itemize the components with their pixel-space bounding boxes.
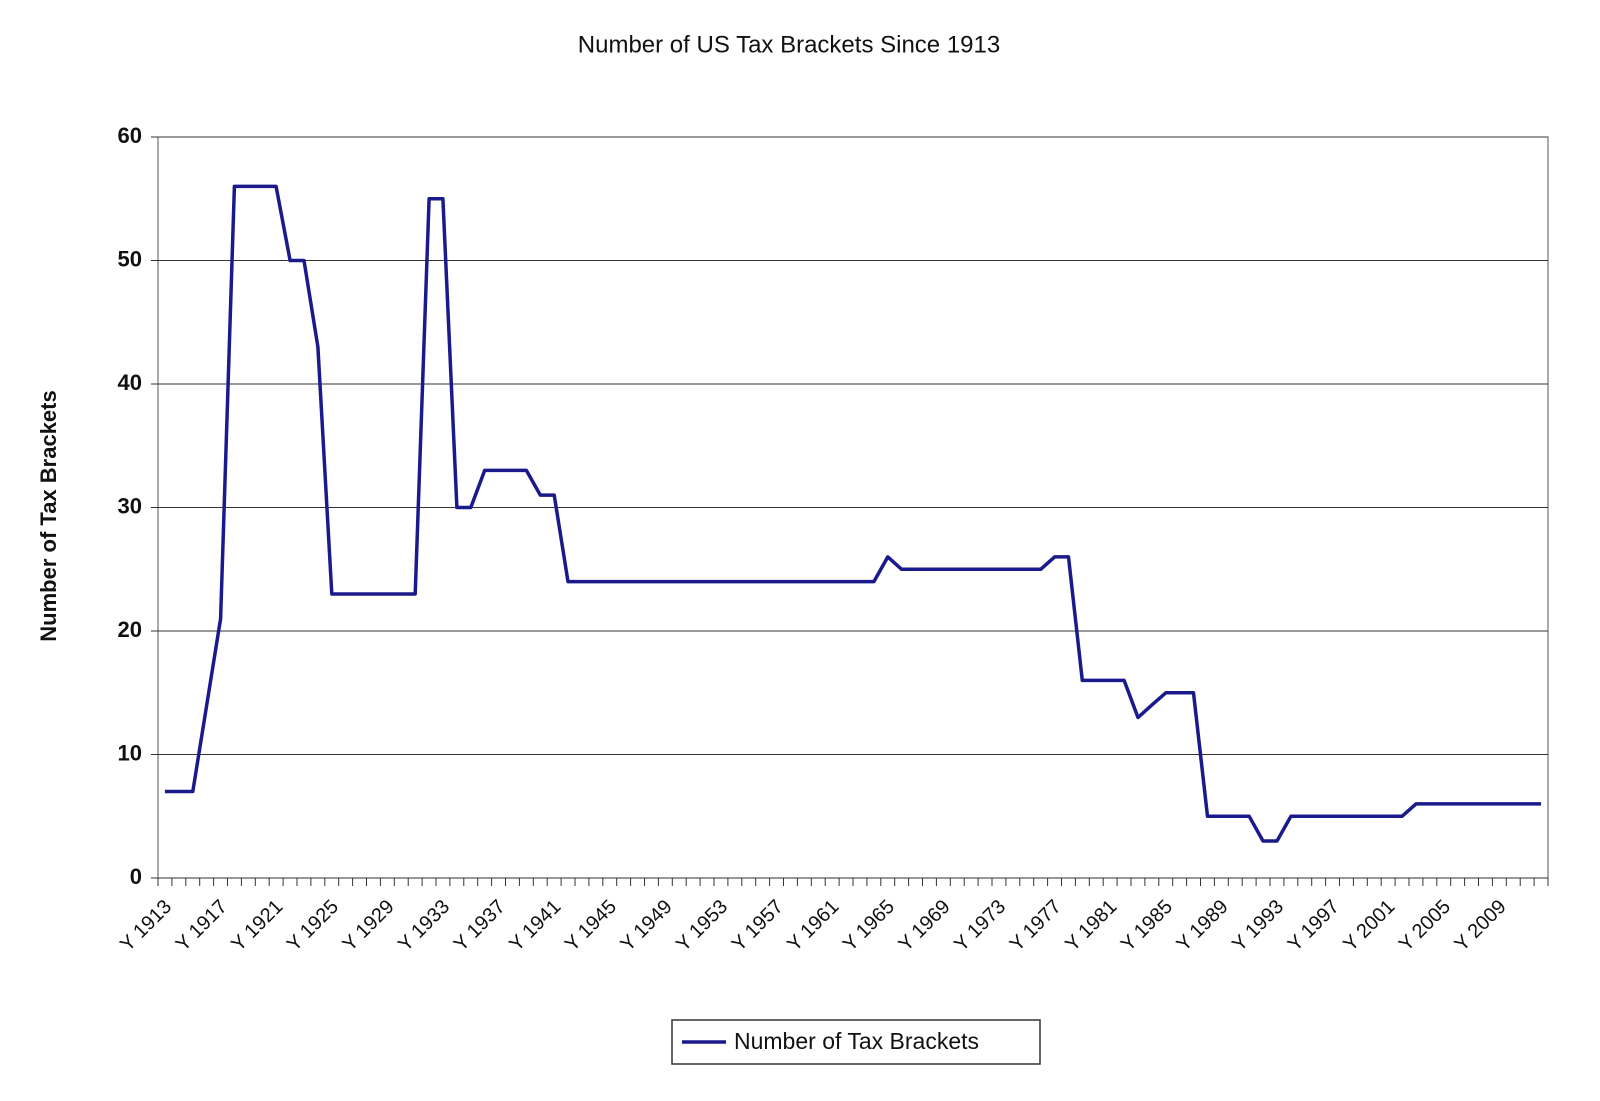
y-tick-label: 20	[118, 617, 142, 642]
x-tick-label: Y 1917	[172, 896, 232, 956]
x-tick-label: Y 1969	[894, 896, 954, 956]
x-tick-label: Y 1949	[616, 896, 676, 956]
x-tick-label: Y 1953	[672, 896, 732, 956]
y-tick-label: 60	[118, 123, 142, 148]
x-tick-label: Y 1997	[1284, 896, 1344, 956]
legend	[671, 1019, 1041, 1065]
x-tick-label: Y 1941	[505, 896, 565, 956]
x-tick-label: Y 1945	[561, 896, 621, 956]
x-tick-label: Y 1929	[338, 896, 398, 956]
x-tick-label: Y 1961	[783, 896, 843, 956]
x-tick-label: Y 1989	[1172, 896, 1232, 956]
x-tick-label: Y 1937	[450, 896, 510, 956]
x-tick-label: Y 1985	[1117, 896, 1177, 956]
y-tick-label: 50	[118, 246, 142, 271]
chart-title: Number of US Tax Brackets Since 1913	[578, 31, 1000, 58]
x-tick-label: Y 1977	[1006, 896, 1066, 956]
x-tick-label: Y 1913	[116, 896, 176, 956]
x-tick-label: Y 1993	[1228, 896, 1288, 956]
legend-label: Number of Tax Brackets	[734, 1028, 979, 1054]
data-line	[164, 184, 1541, 843]
y-tick-label: 0	[130, 864, 142, 889]
x-tick-label: Y 1965	[839, 896, 899, 956]
x-tick-label: Y 1921	[227, 896, 287, 956]
y-axis-label: Number of Tax Brackets	[36, 390, 61, 641]
x-tick-label: Y 2005	[1395, 896, 1455, 956]
y-tick-label: 30	[118, 493, 142, 518]
y-tick-label: 40	[118, 370, 142, 395]
y-tick-label: 10	[118, 740, 142, 765]
x-tick-label: Y 1933	[394, 896, 454, 956]
x-tick-label: Y 2009	[1450, 896, 1510, 956]
x-tick-label: Y 2001	[1339, 896, 1399, 956]
x-tick-label: Y 1957	[728, 896, 788, 956]
x-tick-label: Y 1925	[283, 896, 343, 956]
x-tick-label: Y 1981	[1061, 896, 1121, 956]
x-tick-label: Y 1973	[950, 896, 1010, 956]
